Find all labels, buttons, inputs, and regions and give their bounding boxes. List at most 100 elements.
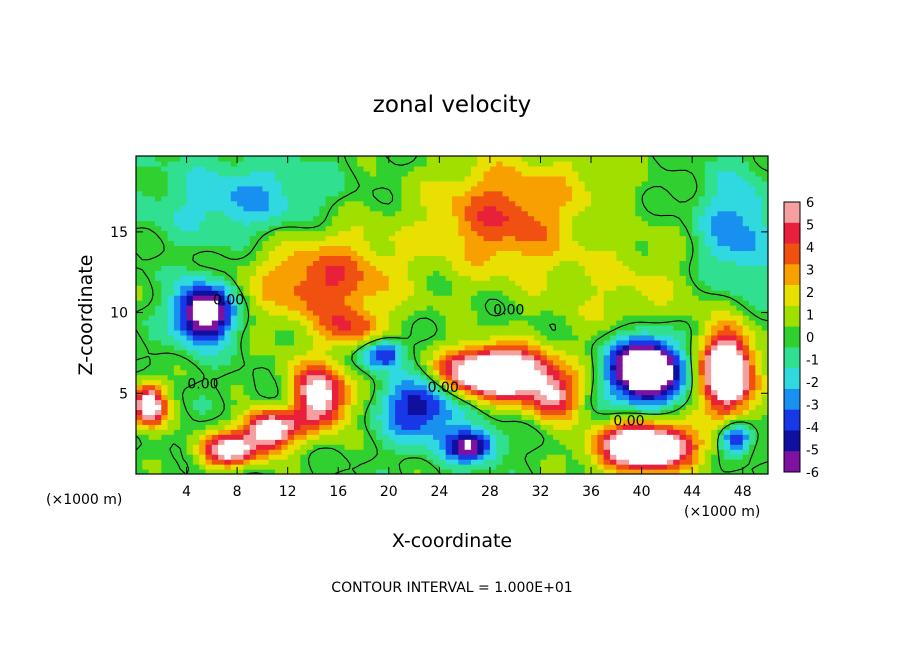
field-cell <box>350 329 358 336</box>
field-cell <box>192 454 200 460</box>
field-cell <box>433 225 440 232</box>
field-cell <box>369 290 377 296</box>
field-cell <box>673 270 681 276</box>
field-cell <box>584 349 592 356</box>
field-cell <box>407 240 415 247</box>
field-cell <box>572 305 579 311</box>
field-cell <box>502 260 510 266</box>
field-cell <box>350 389 358 396</box>
field-cell <box>597 464 605 470</box>
field-cell <box>711 270 719 276</box>
field-cell <box>489 265 497 271</box>
field-cell <box>173 305 181 311</box>
field-cell <box>357 449 365 455</box>
field-cell <box>717 414 725 420</box>
field-cell <box>319 419 327 425</box>
field-cell <box>192 354 200 361</box>
field-cell <box>180 444 188 450</box>
field-cell <box>553 449 561 455</box>
field-cell <box>180 240 188 247</box>
field-cell <box>559 414 567 420</box>
field-cell <box>205 349 213 356</box>
field-cell <box>572 424 579 430</box>
field-cell <box>256 394 263 401</box>
field-cell <box>300 285 308 291</box>
field-cell <box>717 444 725 450</box>
field-cell <box>515 429 523 435</box>
field-cell <box>173 399 181 406</box>
field-cell <box>325 394 333 401</box>
field-cell <box>281 270 289 276</box>
field-cell <box>224 250 232 256</box>
field-cell <box>426 424 434 430</box>
field-cell <box>154 444 162 450</box>
field-cell <box>660 404 668 411</box>
field-cell <box>597 260 605 266</box>
field-cell <box>167 379 175 386</box>
field-cell <box>628 374 636 381</box>
field-cell <box>211 449 219 455</box>
field-cell <box>565 230 573 237</box>
field-cell <box>666 469 674 474</box>
field-cell <box>666 439 674 445</box>
field-cell <box>186 389 194 396</box>
field-cell <box>369 334 377 341</box>
field-cell <box>268 334 276 341</box>
field-cell <box>300 250 308 256</box>
field-cell <box>237 424 245 430</box>
field-cell <box>414 280 421 286</box>
field-cell <box>256 429 263 435</box>
field-cell <box>199 230 207 237</box>
field-cell <box>540 374 548 381</box>
field-cell <box>452 235 459 242</box>
field-cell <box>369 349 377 356</box>
field-cell <box>628 359 636 366</box>
field-cell <box>572 464 579 470</box>
field-cell <box>218 310 226 316</box>
field-cell <box>470 339 478 346</box>
field-cell <box>395 424 403 430</box>
field-cell <box>565 270 573 276</box>
field-cell <box>173 354 181 361</box>
field-cell <box>433 275 440 281</box>
field-cell <box>369 379 377 386</box>
field-cell <box>218 344 226 351</box>
field-cell <box>527 454 535 460</box>
field-cell <box>641 439 649 445</box>
field-cell <box>154 374 162 381</box>
field-cell <box>281 419 289 425</box>
field-cell <box>591 344 598 351</box>
field-cell <box>173 339 181 346</box>
field-cell <box>395 449 403 455</box>
field-cell <box>704 275 712 281</box>
field-cell <box>711 230 719 237</box>
field-cell <box>363 419 371 425</box>
field-cell <box>161 459 169 465</box>
field-cell <box>591 379 598 386</box>
field-cell <box>635 414 643 420</box>
field-cell <box>312 459 320 465</box>
field-cell <box>559 454 567 460</box>
field-cell <box>730 369 737 376</box>
field-cell <box>477 384 485 391</box>
field-cell <box>369 404 377 411</box>
field-cell <box>161 280 169 286</box>
field-cell <box>256 389 263 396</box>
field-cell <box>647 225 655 232</box>
field-cell <box>464 245 472 252</box>
field-cell <box>142 374 150 381</box>
field-cell <box>546 394 554 401</box>
field-cell <box>344 454 352 460</box>
field-cell <box>692 449 700 455</box>
field-cell <box>136 270 143 276</box>
field-cell <box>452 449 459 455</box>
field-cell <box>167 300 175 306</box>
field-cell <box>237 225 245 232</box>
field-cell <box>294 300 301 306</box>
field-cell <box>445 225 453 232</box>
field-cell <box>711 384 719 391</box>
field-cell <box>477 290 485 296</box>
field-cell <box>199 364 207 371</box>
field-cell <box>331 260 339 266</box>
field-cell <box>218 464 226 470</box>
